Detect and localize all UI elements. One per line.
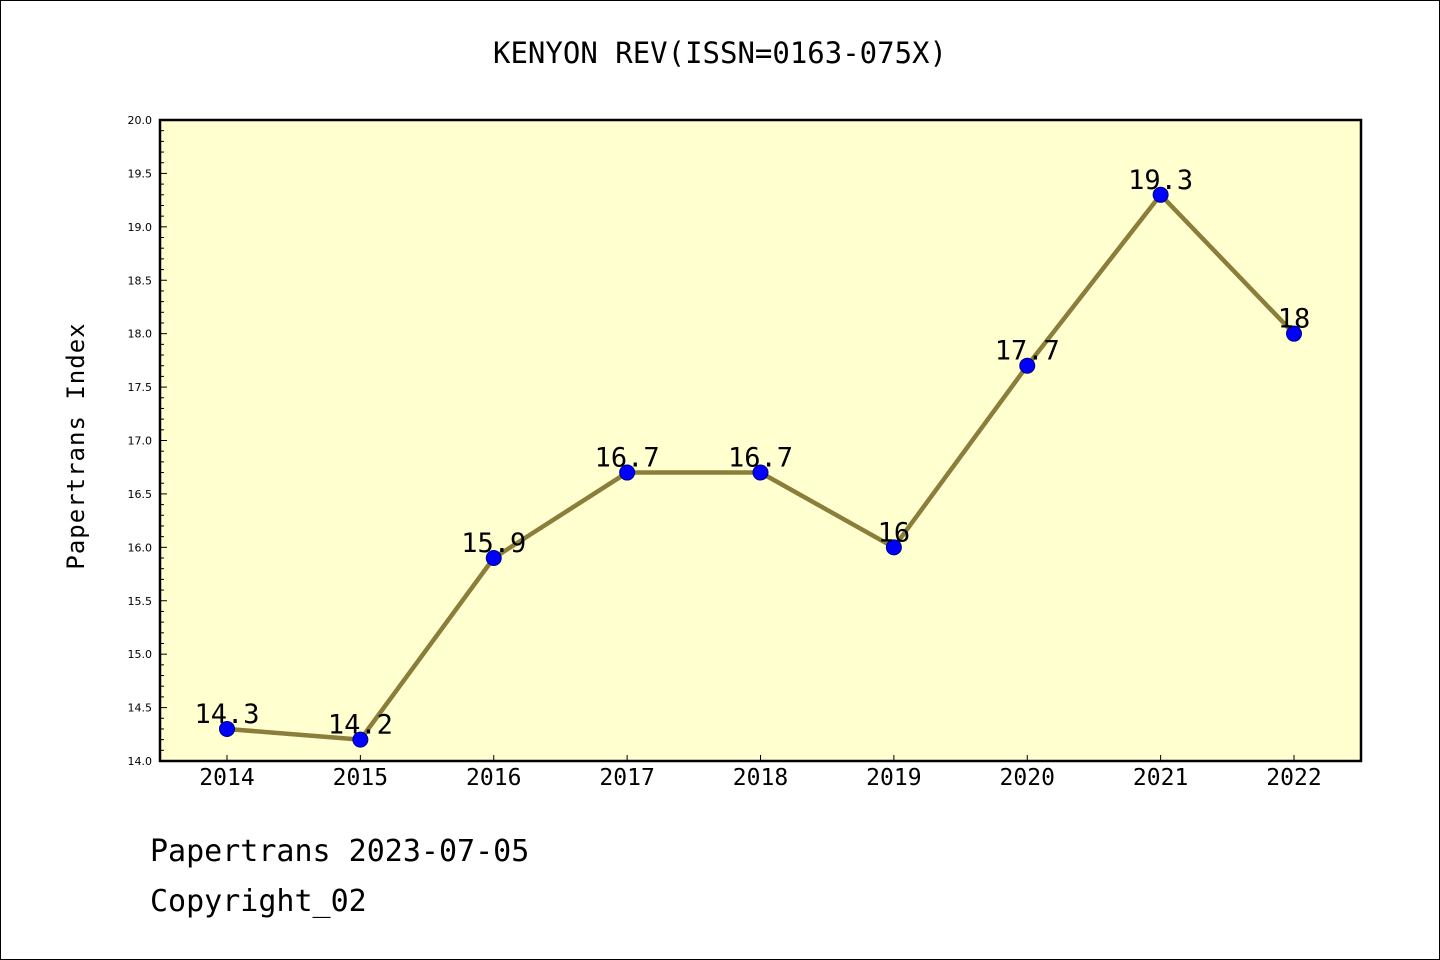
data-label: 15.9 <box>461 528 526 559</box>
y-tick-label: 14.0 <box>128 755 153 768</box>
data-point <box>619 464 636 481</box>
data-point <box>1152 186 1169 203</box>
y-tick-label: 19.5 <box>128 167 153 180</box>
y-tick-label: 16.5 <box>128 488 153 501</box>
data-labels: 14.3 14.2 15.9 16.7 16.7 16 17.7 19.3 18 <box>194 165 1310 741</box>
data-point <box>485 550 502 567</box>
data-point <box>752 464 769 481</box>
data-label: 16 <box>878 517 911 548</box>
footer-copyright: Copyright_02 <box>150 884 367 919</box>
data-label: 14.2 <box>328 710 393 741</box>
x-tick-label: 2016 <box>466 765 521 791</box>
data-label: 14.3 <box>194 699 259 730</box>
data-label: 16.7 <box>728 443 793 474</box>
y-axis-title: Papertrans Index <box>62 322 90 570</box>
x-tick-label: 2019 <box>866 765 921 791</box>
data-label: 19.3 <box>1128 165 1193 196</box>
x-tick-label: 2022 <box>1266 765 1321 791</box>
data-point <box>1286 325 1302 342</box>
x-tick-label: 2021 <box>1133 765 1188 791</box>
y-tick-label: 14.5 <box>128 702 153 715</box>
y-tick-label: 19.0 <box>128 221 153 234</box>
data-markers <box>219 186 1302 748</box>
x-tick-label: 2018 <box>733 765 788 791</box>
data-point <box>1019 357 1036 374</box>
data-point <box>885 539 902 556</box>
y-tick-label: 17.5 <box>128 381 153 394</box>
y-tick-label: 17.0 <box>128 435 153 448</box>
x-tick-label: 2020 <box>1000 765 1055 791</box>
y-axis: 14.0 14.5 15.0 15.5 16.0 16.5 17.0 17.5 18.0 18.5… <box>128 114 167 768</box>
y-tick-label: 20.0 <box>128 114 153 127</box>
data-label: 17.7 <box>995 336 1060 367</box>
plot-area <box>158 118 1363 763</box>
data-point <box>219 720 235 737</box>
x-tick-label: 2015 <box>333 765 388 791</box>
data-label: 16.7 <box>595 443 660 474</box>
y-tick-label: 15.5 <box>128 595 153 608</box>
y-tick-label: 18.5 <box>128 274 153 287</box>
y-tick-label: 15.0 <box>128 648 153 661</box>
chart-title: KENYON REV(ISSN=0163-075X) <box>493 36 947 70</box>
data-label: 18 <box>1278 304 1311 335</box>
y-tick-label: 16.0 <box>128 541 153 554</box>
footer-date: Papertrans 2023-07-05 <box>150 834 530 869</box>
y-tick-label: 18.0 <box>128 328 153 341</box>
x-tick-label: 2014 <box>199 765 254 791</box>
data-point <box>352 731 369 748</box>
x-tick-label: 2017 <box>599 765 654 791</box>
x-axis: 2014 2015 2016 2017 2018 2019 2020 2021 2022 <box>199 755 1322 791</box>
